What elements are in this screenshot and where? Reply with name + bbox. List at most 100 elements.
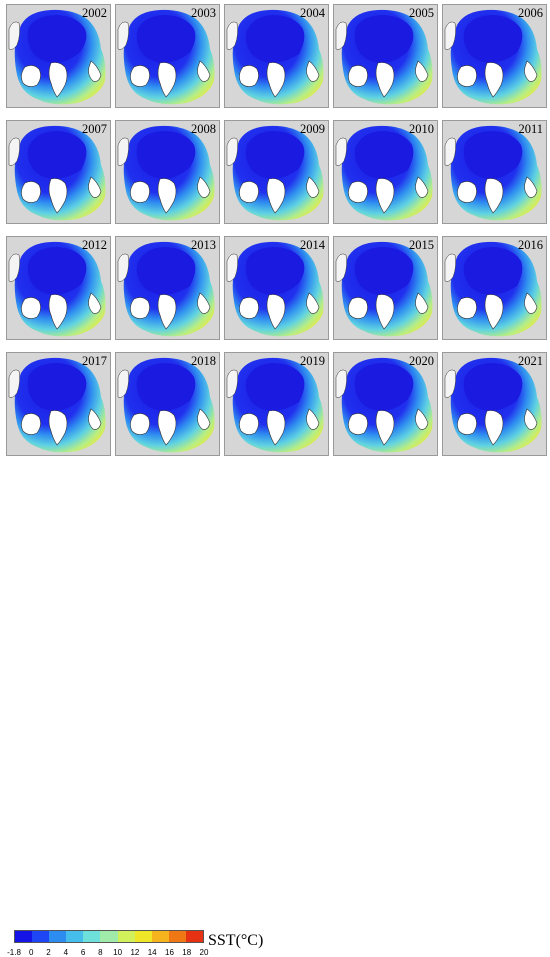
northwest-land — [117, 21, 129, 50]
greenland-land — [48, 410, 68, 446]
scandinavia-land — [197, 60, 211, 82]
sst-map-panel: 2017 — [6, 352, 111, 456]
year-label: 2016 — [518, 238, 543, 252]
northwest-land — [335, 21, 347, 50]
sst-map-panel: 2013 — [115, 236, 220, 340]
archipelago-land — [348, 413, 368, 435]
sst-map — [335, 9, 433, 105]
northwest-land — [226, 253, 238, 282]
northwest-land — [335, 137, 347, 166]
sst-map-panel: 2009 — [224, 120, 329, 224]
year-label: 2009 — [300, 122, 325, 136]
archipelago-land — [21, 65, 41, 87]
sea-ice-region — [27, 131, 87, 179]
greenland-land — [48, 294, 68, 330]
year-label: 2018 — [191, 354, 216, 368]
sst-map — [117, 125, 215, 221]
northwest-land — [8, 137, 20, 166]
colorbar-tick-label: 8 — [98, 948, 103, 957]
northwest-land — [226, 137, 238, 166]
northwest-land — [8, 253, 20, 282]
archipelago-land — [21, 413, 41, 435]
colorbar-segment — [66, 931, 84, 942]
colorbar-segment — [83, 931, 101, 942]
sst-map-panel: 2018 — [115, 352, 220, 456]
sst-map — [226, 241, 324, 337]
year-label: 2002 — [82, 6, 107, 20]
year-label: 2017 — [82, 354, 107, 368]
scandinavia-land — [197, 292, 211, 314]
archipelago-land — [348, 181, 368, 203]
sea-ice-region — [136, 131, 196, 179]
colorbar-segment — [49, 931, 67, 942]
year-label: 2003 — [191, 6, 216, 20]
sea-ice-region — [136, 15, 196, 63]
northwest-land — [117, 253, 129, 282]
colorbar-tick-label: 4 — [63, 948, 69, 957]
year-label: 2006 — [518, 6, 543, 20]
northwest-land — [226, 21, 238, 50]
colorbar-tick-label: 0 — [29, 948, 34, 957]
sea-ice-region — [27, 363, 87, 411]
colorbar-legend: -1.8 0 2 4 6 8 10 12 14 16 18 20 SST(°C) — [0, 462, 550, 957]
sst-map-panel: 2012 — [6, 236, 111, 340]
greenland-land — [48, 178, 68, 214]
colorbar-tick-label: 10 — [113, 948, 123, 957]
greenland-land — [484, 178, 504, 214]
scandinavia-land — [306, 408, 320, 430]
year-label: 2014 — [300, 238, 325, 252]
colorbar-segment — [32, 931, 50, 942]
archipelago-land — [457, 297, 477, 319]
year-label: 2021 — [518, 354, 543, 368]
northwest-land — [444, 137, 456, 166]
sst-map-panel: 2021 — [442, 352, 547, 456]
greenland-land — [375, 410, 395, 446]
sea-ice-region — [245, 15, 305, 63]
sea-ice-region — [463, 131, 523, 179]
year-label: 2007 — [82, 122, 107, 136]
greenland-land — [266, 410, 286, 446]
greenland-land — [157, 410, 177, 446]
sea-ice-region — [245, 247, 305, 295]
archipelago-land — [239, 413, 259, 435]
sst-map — [8, 125, 106, 221]
greenland-land — [157, 294, 177, 330]
scandinavia-land — [88, 292, 102, 314]
sst-map-panel: 2007 — [6, 120, 111, 224]
scandinavia-land — [415, 408, 429, 430]
sst-map — [444, 9, 542, 105]
year-label: 2004 — [300, 6, 325, 20]
sea-ice-region — [136, 247, 196, 295]
colorbar-tick-label: -1.8 — [7, 948, 21, 957]
sea-ice-region — [27, 247, 87, 295]
year-label: 2011 — [518, 122, 543, 136]
sst-map-panel: 2020 — [333, 352, 438, 456]
year-label: 2015 — [409, 238, 434, 252]
northwest-land — [117, 137, 129, 166]
year-label: 2020 — [409, 354, 434, 368]
sst-map-panel: 2019 — [224, 352, 329, 456]
scandinavia-land — [197, 176, 211, 198]
sea-ice-region — [27, 15, 87, 63]
archipelago-land — [130, 413, 150, 435]
greenland-land — [375, 62, 395, 98]
scandinavia-land — [524, 292, 538, 314]
sst-map — [444, 125, 542, 221]
sst-map-panel: 2003 — [115, 4, 220, 108]
sst-map-panel: 2014 — [224, 236, 329, 340]
sst-map — [8, 357, 106, 453]
year-label: 2013 — [191, 238, 216, 252]
sst-map-panel: 2011 — [442, 120, 547, 224]
scandinavia-land — [306, 176, 320, 198]
sst-map-panel: 2015 — [333, 236, 438, 340]
sea-ice-region — [245, 131, 305, 179]
greenland-land — [375, 178, 395, 214]
scandinavia-land — [415, 176, 429, 198]
colorbar-segment — [151, 931, 169, 942]
archipelago-land — [239, 65, 259, 87]
northwest-land — [335, 253, 347, 282]
colorbar-unit-label: SST(°C) — [208, 932, 264, 949]
sst-map — [8, 241, 106, 337]
archipelago-land — [348, 65, 368, 87]
archipelago-land — [457, 413, 477, 435]
